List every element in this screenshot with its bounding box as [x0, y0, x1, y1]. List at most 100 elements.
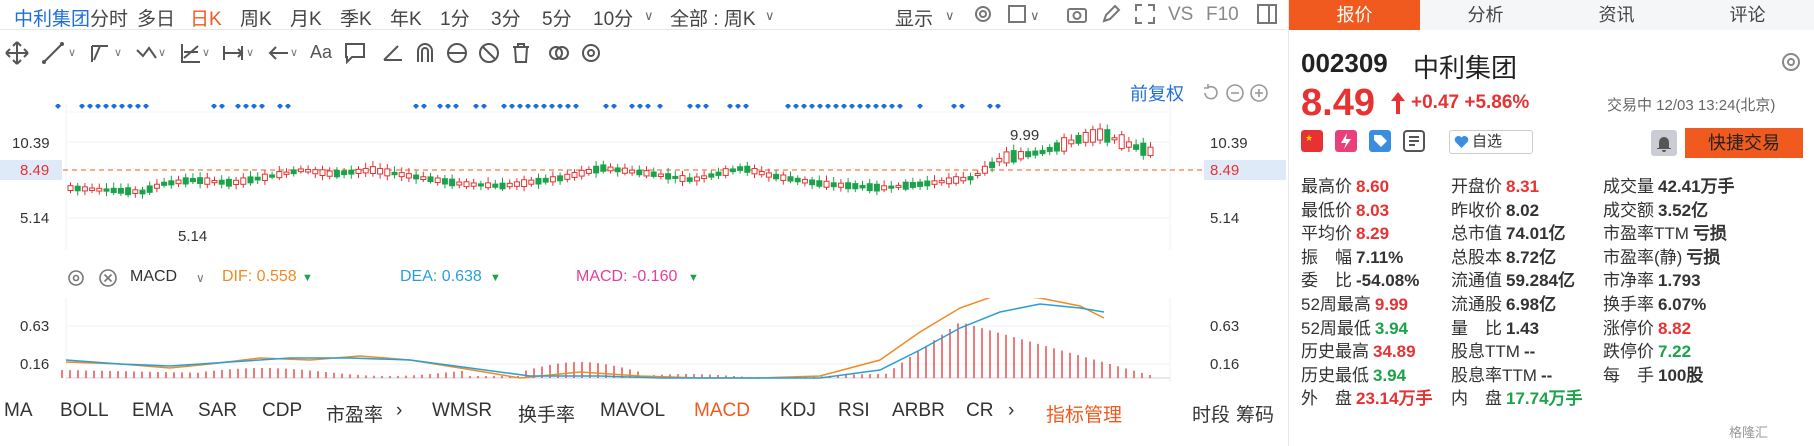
candle: [211, 180, 218, 184]
stat-value: 3.94: [1373, 365, 1407, 385]
channel-tool-icon[interactable]: [88, 40, 114, 66]
indicator-manager[interactable]: 指标管理: [1046, 405, 1123, 426]
signal-marker: [793, 104, 799, 109]
fib-tool-icon[interactable]: [178, 40, 204, 66]
adjust-mode-button[interactable]: 前复权: [1130, 84, 1184, 104]
chevron-down-icon[interactable]: ∨: [644, 8, 654, 23]
gear-icon[interactable]: [1779, 50, 1803, 74]
square-icon[interactable]: [1006, 3, 1028, 25]
stock-name-tab[interactable]: 中利集团: [14, 9, 91, 30]
eye-icon[interactable]: [444, 40, 470, 66]
chevron-down-icon[interactable]: ∨: [290, 47, 299, 59]
note-icon[interactable]: [1403, 130, 1425, 152]
hide-icon[interactable]: [476, 40, 502, 66]
candle: [1068, 139, 1075, 145]
indicator-pe[interactable]: 市盈率: [326, 405, 384, 426]
tab-10min[interactable]: 10分: [593, 9, 634, 30]
indicator-cr[interactable]: CR: [966, 400, 994, 421]
stat-cell: 外 盘 23.14万手: [1301, 384, 1433, 409]
indicator-wmsr[interactable]: WMSR: [432, 400, 493, 421]
range-select[interactable]: 全部 : 周K: [670, 9, 756, 30]
tab-news[interactable]: 资讯: [1598, 5, 1635, 25]
chevron-down-icon[interactable]: ∨: [196, 271, 205, 285]
line-tool-icon[interactable]: [40, 40, 66, 66]
chevron-down-icon[interactable]: ∨: [158, 47, 167, 59]
candlestick-chart[interactable]: 10.39 8.49 5.14 10.39 8.49 5.14 9.99 5.1…: [0, 104, 1286, 250]
tab-year-k[interactable]: 年K: [390, 9, 422, 30]
trash-icon[interactable]: [508, 40, 534, 66]
indicator-turnover[interactable]: 换手率: [518, 405, 576, 426]
chevron-right-icon[interactable]: ›: [396, 400, 403, 421]
tab-daily-k[interactable]: 日K: [190, 9, 222, 30]
text-tool-icon[interactable]: Aa: [310, 42, 333, 62]
chevron-down-icon[interactable]: ∨: [68, 47, 77, 59]
macd-chart[interactable]: 0.63 0.16 0.63 0.16: [0, 298, 1286, 382]
tab-multi-day[interactable]: 多日: [137, 9, 176, 30]
indicator-ema[interactable]: EMA: [132, 400, 174, 421]
overlap-icon[interactable]: [546, 40, 572, 66]
time-stage-button[interactable]: 时段: [1192, 405, 1231, 426]
settings-icon[interactable]: [578, 40, 604, 66]
pencil-icon[interactable]: [1100, 3, 1122, 25]
gear-icon[interactable]: [66, 268, 86, 288]
panel-toggle-icon[interactable]: [1256, 3, 1278, 25]
comment-tool-icon[interactable]: [342, 40, 368, 66]
candle: [175, 179, 182, 185]
chevron-down-icon[interactable]: ∨: [114, 47, 123, 59]
chevron-down-icon[interactable]: ∨: [765, 8, 775, 23]
indicator-cdp[interactable]: CDP: [262, 400, 303, 421]
alert-bell-button[interactable]: [1651, 130, 1677, 156]
stat-cell: 总股本 8.72亿: [1451, 243, 1556, 268]
chip-button[interactable]: 筹码: [1236, 405, 1275, 426]
chevron-right-icon[interactable]: ›: [1008, 400, 1015, 421]
range-tool-icon[interactable]: [220, 40, 246, 66]
indicator-macd[interactable]: MACD: [694, 400, 750, 421]
display-menu[interactable]: 显示: [895, 9, 934, 30]
indicator-kdj[interactable]: KDJ: [780, 400, 816, 421]
stat-label: 历史最低: [1301, 365, 1369, 385]
chevron-down-icon[interactable]: ∨: [246, 47, 255, 59]
candle: [139, 189, 146, 195]
chevron-down-icon[interactable]: ∨: [1030, 8, 1040, 23]
tab-intraday[interactable]: 分时: [90, 9, 129, 30]
zoom-out-icon[interactable]: [1224, 82, 1246, 104]
hot-stock-icon[interactable]: [1335, 130, 1357, 152]
tab-monthly-k[interactable]: 月K: [290, 9, 322, 30]
add-watchlist-button[interactable]: 自选: [1449, 130, 1533, 154]
vs-button[interactable]: VS: [1168, 4, 1194, 25]
tab-quarter-k[interactable]: 季K: [340, 9, 372, 30]
gear-icon[interactable]: [972, 3, 994, 25]
angle-tool-icon[interactable]: [380, 40, 406, 66]
tab-quote[interactable]: 报价: [1289, 0, 1420, 30]
zoom-in-icon[interactable]: [1248, 82, 1270, 104]
move-icon[interactable]: [4, 40, 30, 66]
macd-selector[interactable]: MACD: [130, 268, 178, 285]
tab-3min[interactable]: 3分: [491, 9, 521, 30]
f10-button[interactable]: F10: [1206, 4, 1239, 25]
indicator-boll[interactable]: BOLL: [60, 400, 109, 421]
stat-cell: 流通股 6.98亿: [1451, 290, 1556, 315]
tab-5min[interactable]: 5分: [542, 9, 572, 30]
stat-label: 股息率TTM: [1451, 365, 1537, 385]
magnet-icon[interactable]: [412, 40, 438, 66]
indicator-ma[interactable]: MA: [4, 400, 33, 421]
tab-weekly-k[interactable]: 周K: [240, 9, 272, 30]
tag-icon[interactable]: [1369, 130, 1391, 152]
chevron-down-icon[interactable]: ∨: [202, 47, 211, 59]
fullscreen-icon[interactable]: [1134, 3, 1156, 25]
indicator-rsi[interactable]: RSI: [838, 400, 870, 421]
tab-1min[interactable]: 1分: [440, 9, 470, 30]
indicator-arbr[interactable]: ARBR: [892, 400, 945, 421]
signal-marker: [881, 104, 887, 109]
reset-icon[interactable]: [1200, 82, 1222, 104]
tab-comments[interactable]: 评论: [1729, 5, 1766, 25]
indicator-sar[interactable]: SAR: [198, 400, 238, 421]
indicator-mavol[interactable]: MAVOL: [600, 400, 666, 421]
camera-icon[interactable]: [1066, 3, 1088, 25]
tab-analysis[interactable]: 分析: [1467, 5, 1504, 25]
chevron-down-icon[interactable]: ∨: [945, 8, 955, 23]
wave-tool-icon[interactable]: [134, 40, 160, 66]
quick-trade-button[interactable]: 快捷交易: [1685, 128, 1803, 158]
close-icon[interactable]: [98, 268, 118, 288]
arrow-tool-icon[interactable]: [266, 40, 292, 66]
